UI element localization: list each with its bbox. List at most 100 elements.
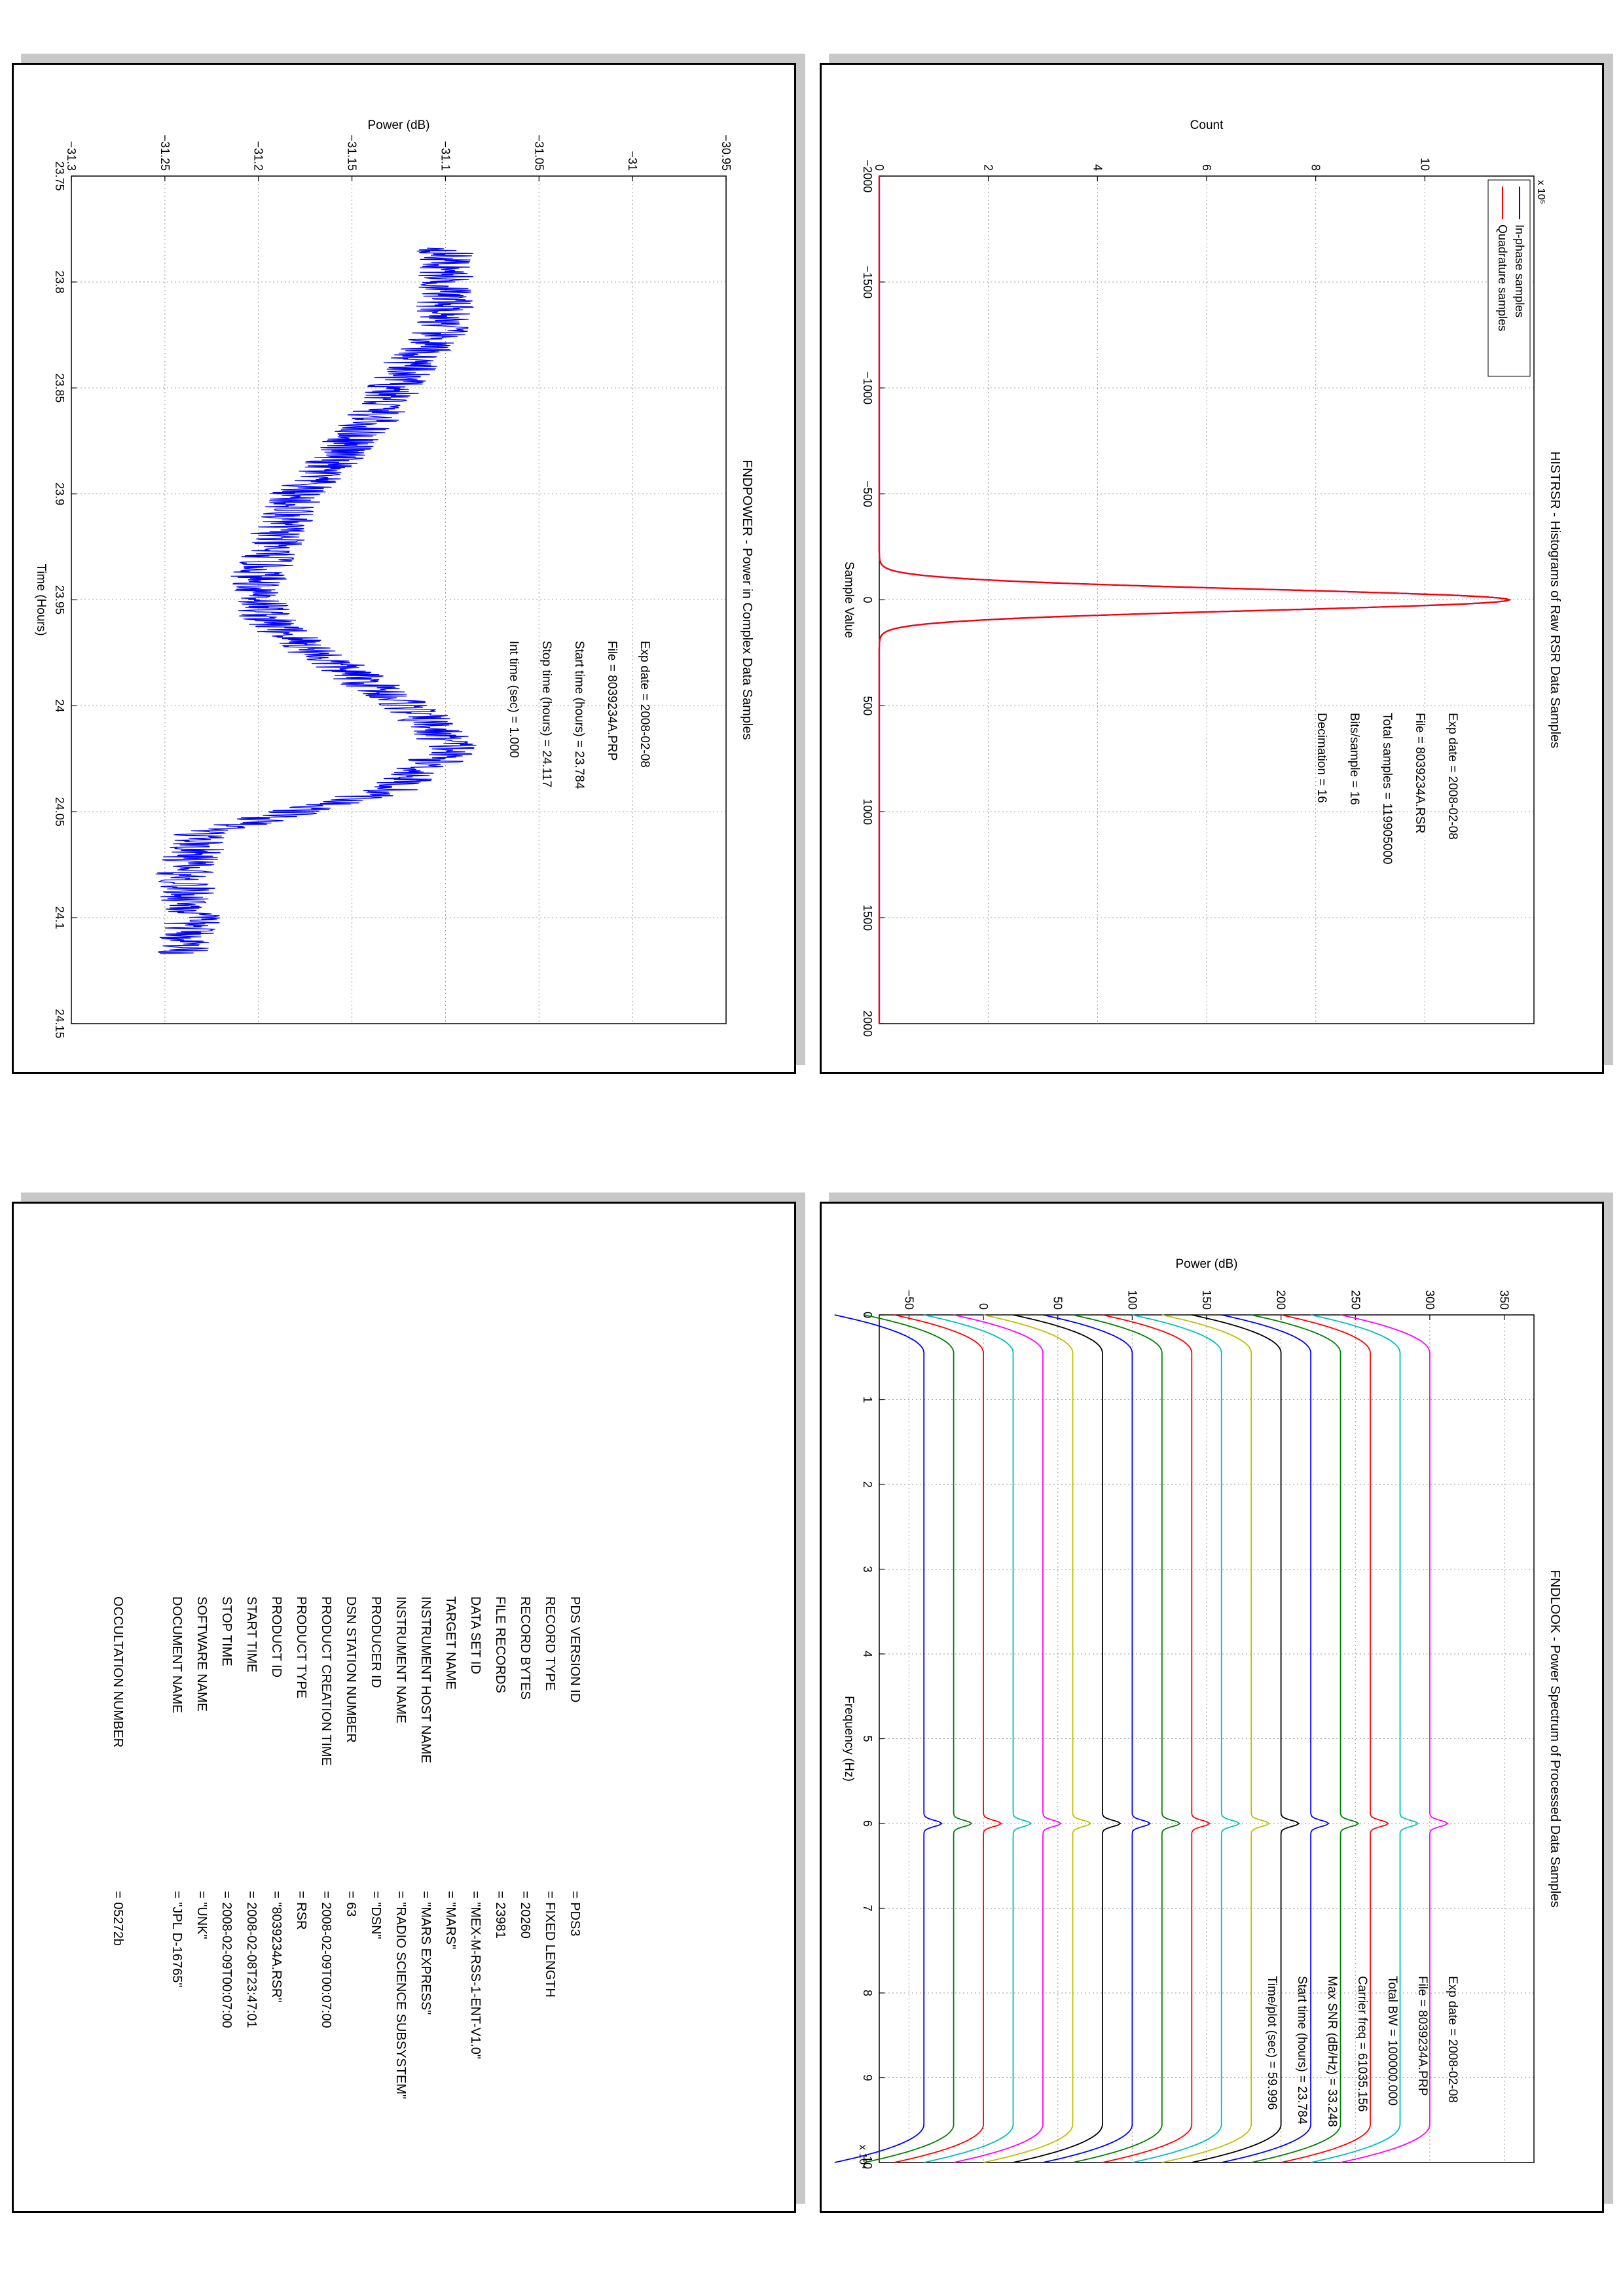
pds-label-panel: PDS VERSION ID = PDS3 RECORD TYPE = FIXED L…: [12, 1202, 796, 2213]
spectrum-series-line: [1192, 1314, 1300, 2163]
legend-box: [1487, 179, 1531, 377]
label-key: RECORD TYPE: [543, 1596, 557, 1691]
info-annotation: File = 8039234A.RSR: [1413, 713, 1427, 833]
plot-frame: [879, 175, 1535, 1024]
y-axis-label: Power (dB): [1175, 1257, 1237, 1271]
label-value: = "DSN": [369, 1891, 383, 1939]
x-tick-label: 1500: [861, 905, 874, 931]
label-key: DATA SET ID: [468, 1596, 483, 1674]
label-value: = "MARS EXPRESS": [418, 1891, 433, 2015]
x-tick-label: 23.85: [53, 373, 66, 403]
spectrum-series-line: [1340, 1314, 1449, 2163]
x-tick-label: 500: [861, 696, 874, 715]
y-tick-label: 8: [1309, 164, 1322, 171]
info-annotation: Exp date = 2008-02-08: [1446, 1976, 1459, 2103]
spectrum-series-line: [894, 1314, 1003, 2163]
x-axis-label: Sample Value: [842, 562, 856, 638]
label-key: PDS VERSION ID: [568, 1596, 582, 1703]
x-tick-label: 23.95: [53, 585, 66, 615]
plot-frame: [879, 1314, 1535, 2163]
x-tick-label: 23.75: [53, 161, 66, 190]
y-tick-label: 4: [1091, 164, 1104, 171]
histogram-series-line: [878, 176, 1512, 1024]
spectrum-series-line: [1281, 1314, 1389, 2163]
info-annotation: Max SNR (dB/Hz) = 33.248: [1325, 1976, 1339, 2127]
x-tick-label: −1500: [861, 266, 874, 299]
plot-frame: [71, 175, 727, 1024]
y-tick-label: 150: [1200, 1290, 1213, 1310]
y-axis-label: Count: [1190, 118, 1224, 132]
spectrum-series-line: [1221, 1314, 1330, 2163]
info-annotation: Total samples = 119905000: [1380, 713, 1394, 865]
y-tick-label: −31.1: [439, 141, 452, 171]
spectrum-series-line: [1013, 1314, 1122, 2163]
spectrum-series-line: [1102, 1314, 1211, 2163]
label-value: = "JPL D-16765": [170, 1891, 184, 1988]
y-tick-label: 0: [977, 1303, 990, 1310]
label-value: = 63: [344, 1891, 358, 1917]
spectrum-series-line: [864, 1314, 973, 2163]
label-key: SOFTWARE NAME: [194, 1596, 209, 1712]
x-tick-label: 24.05: [53, 797, 66, 827]
label-value: = "UNK": [194, 1891, 209, 1939]
label-value: = 2008-02-08T23:47:01: [244, 1891, 259, 2028]
label-key: PRODUCT ID: [269, 1596, 283, 1678]
y-tick-label: −31.3: [65, 141, 78, 171]
spectrum-series-line: [834, 1314, 943, 2163]
label-value: = 23981: [493, 1891, 507, 1939]
label-key: INSTRUMENT HOST NAME: [418, 1596, 433, 1763]
x-tick-label: −500: [861, 480, 874, 507]
label-key: STOP TIME: [219, 1596, 234, 1666]
x-tick-label: 10: [861, 2156, 874, 2169]
label-value: = "MARS": [443, 1891, 458, 1950]
x-tick-label: 7: [861, 1905, 874, 1911]
y-tick-label: 250: [1349, 1290, 1362, 1310]
label-value: = 2008-02-09T00:07:00: [319, 1891, 333, 2028]
y-tick-label: 10: [1418, 158, 1431, 171]
y-tick-label: 350: [1498, 1290, 1511, 1310]
y-tick-label: 0: [873, 164, 886, 171]
label-value: = FIXED LENGTH: [543, 1891, 557, 1998]
label-value: = "MEX-M-RSS-1-ENT-V1.0": [468, 1891, 483, 2060]
x-tick-label: 24: [53, 699, 66, 712]
histrsr-chart-panel: −2000 −1500 −1000 −500 0 500 1000 1500 2000 0 2 4 6 8…: [820, 63, 1604, 1074]
label-value: = 20260: [518, 1891, 532, 1939]
y-tick-label: 6: [1200, 164, 1213, 171]
x-tick-label: 1: [861, 1396, 874, 1403]
x-axis-label: Time (Hours): [34, 564, 48, 636]
legend-entry: In-phase samples: [1513, 224, 1526, 317]
x-tick-label: 9: [861, 2074, 874, 2081]
info-annotation: Int time (sec) = 1.000: [507, 641, 520, 758]
y-axis-label: Power (dB): [367, 118, 429, 132]
info-annotation: Stop time (hours) = 24.117: [539, 641, 553, 787]
label-key: TARGET NAME: [443, 1596, 458, 1690]
info-annotation: Start time (hours) = 23.784: [572, 641, 586, 789]
y-tick-label: 300: [1423, 1290, 1436, 1310]
fndlook-chart-panel: 0 1 2 3 4 5 6 7 8 9 10 −50 0 50 100 150 200 250 300 350 FNDL…: [820, 1202, 1604, 2213]
x-tick-label: 8: [861, 1990, 874, 1996]
x-multiplier: x 10⁴: [857, 2145, 868, 2169]
label-value: = 05272b: [111, 1891, 125, 1946]
info-annotation: Start time (hours) = 23.784: [1295, 1976, 1309, 2125]
info-annotation: Exp date = 2008-02-08: [1446, 713, 1459, 840]
chart-title: FNDLOOK - Power Spectrum of Processed Da…: [1548, 1570, 1562, 1908]
y-tick-label: −31.2: [252, 141, 265, 171]
x-tick-label: 6: [861, 1820, 874, 1827]
y-tick-label: 200: [1275, 1290, 1288, 1310]
info-annotation: File = 8039234A.PRP: [605, 641, 619, 761]
x-tick-label: 24.15: [53, 1009, 66, 1038]
y-tick-label: 100: [1125, 1290, 1139, 1310]
y-tick-label: 50: [1051, 1297, 1065, 1310]
x-tick-label: 23.8: [53, 270, 66, 293]
info-annotation: Carrier freq = 61035.156: [1355, 1976, 1369, 2112]
info-annotation: File = 8039234A.PRP: [1415, 1976, 1429, 2096]
fndpower-chart: 23.75 23.8 23.85 23.9 23.95 24 24.05 24.1 24.15 −…: [34, 118, 754, 1039]
power-series-line: [155, 247, 477, 954]
info-annotation: Total BW = 100000.000: [1385, 1976, 1399, 2106]
label-key: DSN STATION NUMBER: [344, 1596, 358, 1743]
spectrum-series-line: [1132, 1314, 1241, 2163]
x-tick-label: −2000: [861, 160, 874, 193]
label-key: FILE RECORDS: [493, 1596, 507, 1693]
spectrum-series-line: [1310, 1314, 1419, 2163]
legend-entry: Quadrature samples: [1496, 224, 1509, 331]
